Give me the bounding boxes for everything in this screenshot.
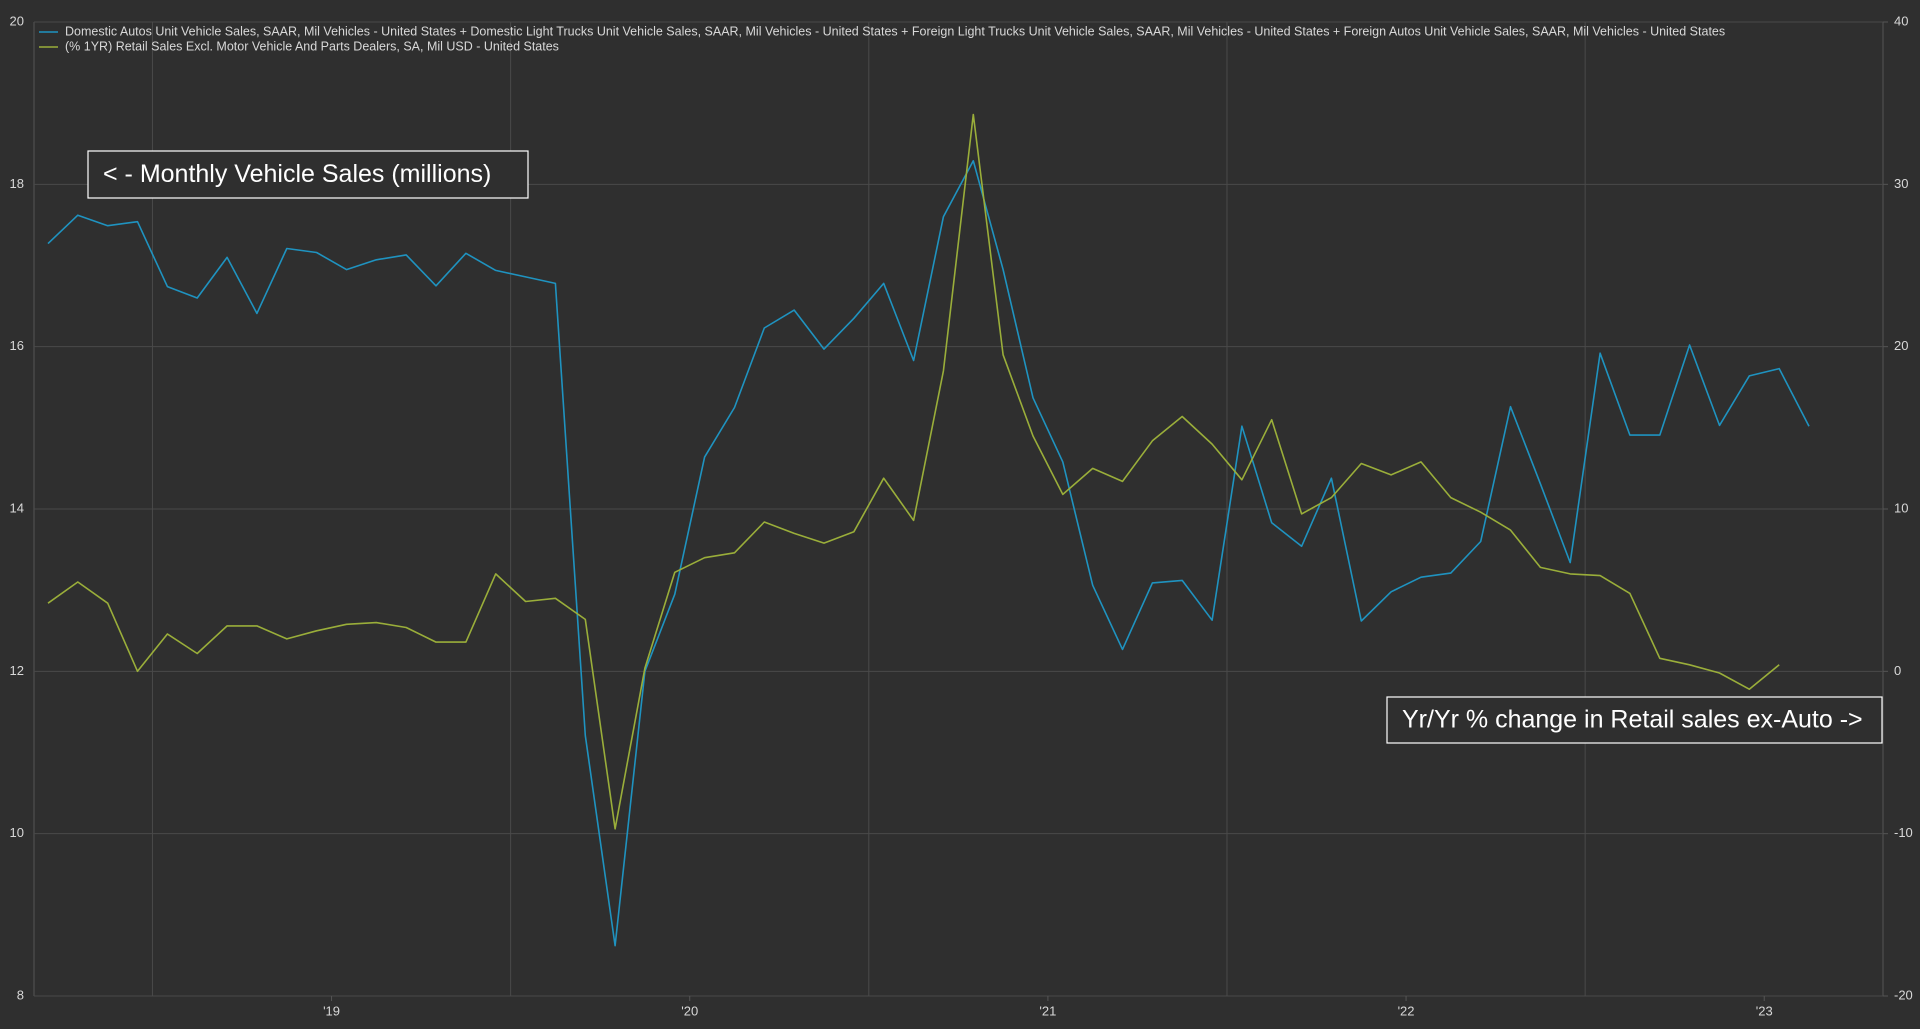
- y-tick-label: 16: [10, 338, 24, 353]
- y-tick-label: 8: [17, 987, 24, 1002]
- y-tick-label: 14: [10, 500, 24, 515]
- y-tick-label: 10: [10, 825, 24, 840]
- annotation-box: [87, 150, 529, 199]
- annotation-box: [1386, 696, 1883, 744]
- y2-tick-label: 0: [1894, 663, 1901, 678]
- annotation: Yr/Yr % change in Retail sales ex-Auto -…: [1402, 706, 1863, 734]
- x-tick-label: '21: [1039, 1003, 1056, 1018]
- y2-tick-label: -10: [1894, 825, 1913, 840]
- y-tick-label: 20: [10, 13, 24, 28]
- y2-tick-label: -20: [1894, 987, 1913, 1002]
- y-tick-label: 18: [10, 176, 24, 191]
- annotation: < - Monthly Vehicle Sales (millions): [103, 160, 491, 188]
- y-tick-label: 12: [10, 663, 24, 678]
- series-line: [47, 113, 1780, 830]
- x-tick-label: '22: [1398, 1003, 1415, 1018]
- y2-tick-label: 10: [1894, 500, 1908, 515]
- y2-tick-label: 40: [1894, 13, 1908, 28]
- x-tick-label: '19: [323, 1003, 340, 1018]
- x-tick-label: '20: [681, 1003, 698, 1018]
- legend-label: Domestic Autos Unit Vehicle Sales, SAAR,…: [65, 24, 1725, 38]
- y2-tick-label: 30: [1894, 176, 1908, 191]
- y2-tick-label: 20: [1894, 338, 1908, 353]
- x-tick-label: '23: [1756, 1003, 1773, 1018]
- legend-label: (% 1YR) Retail Sales Excl. Motor Vehicle…: [65, 39, 559, 53]
- series-line: [47, 160, 1810, 947]
